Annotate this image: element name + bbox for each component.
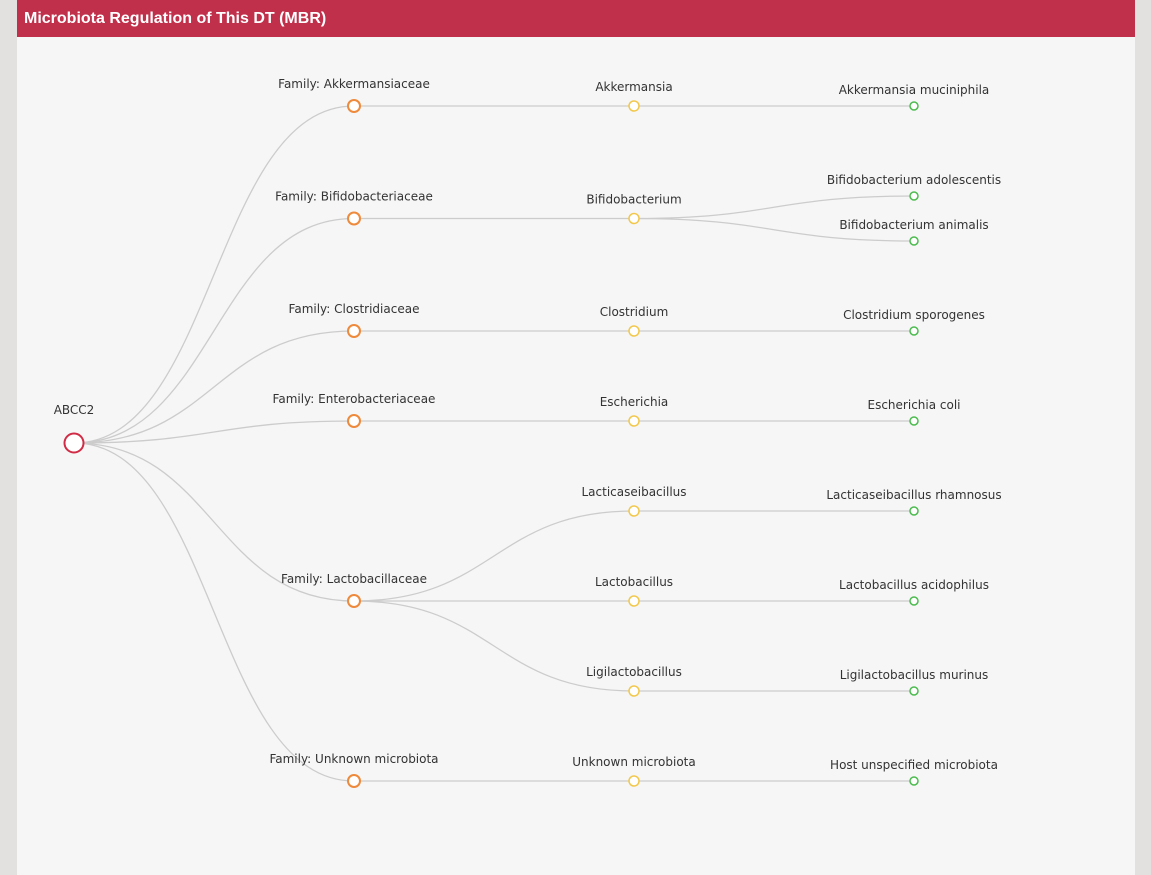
tree-node-root-abcc2[interactable]: ABCC2: [54, 403, 95, 454]
family-node-label: Family: Lactobacillaceae: [281, 572, 427, 586]
genus-node-circle[interactable]: [628, 685, 640, 697]
tree-node-family-family-lactobacillaceae[interactable]: Family: Lactobacillaceae: [281, 572, 427, 608]
family-node-circle[interactable]: [347, 594, 361, 608]
tree-node-genus-bifidobacterium[interactable]: Bifidobacterium: [586, 193, 682, 225]
tree-link: [73, 442, 355, 602]
species-node-label: Escherichia coli: [868, 398, 961, 412]
tree-link: [73, 105, 355, 444]
tree-link: [73, 330, 355, 444]
species-node-circle[interactable]: [909, 686, 919, 696]
species-node-label: Clostridium sporogenes: [843, 308, 985, 322]
tree-node-genus-akkermansia[interactable]: Akkermansia: [595, 80, 673, 112]
genus-node-circle[interactable]: [628, 415, 640, 427]
species-node-circle[interactable]: [909, 191, 919, 201]
family-node-label: Family: Bifidobacteriaceae: [275, 190, 433, 204]
species-node-label: Lacticaseibacillus rhamnosus: [826, 488, 1001, 502]
tree-link: [633, 217, 915, 242]
genus-node-circle[interactable]: [628, 100, 640, 112]
tree-node-species-ligilactobacillus-murinus[interactable]: Ligilactobacillus murinus: [840, 668, 989, 696]
family-node-circle[interactable]: [347, 774, 361, 788]
genus-node-label: Ligilactobacillus: [586, 665, 682, 679]
tree-node-genus-escherichia[interactable]: Escherichia: [600, 395, 669, 427]
root-node-circle[interactable]: [63, 432, 85, 454]
species-node-label: Bifidobacterium adolescentis: [827, 173, 1001, 187]
genus-node-label: Bifidobacterium: [586, 193, 681, 207]
mbr-panel: Microbiota Regulation of This DT (MBR) A…: [17, 0, 1135, 875]
tree-node-species-escherichia-coli[interactable]: Escherichia coli: [868, 398, 961, 426]
family-node-label: Family: Unknown microbiota: [269, 752, 438, 766]
tree-link: [73, 442, 355, 782]
family-node-circle[interactable]: [347, 99, 361, 113]
tree-node-family-family-bifidobacteriaceae[interactable]: Family: Bifidobacteriaceae: [275, 190, 433, 226]
tree-links: [73, 105, 915, 782]
root-node-label: ABCC2: [54, 403, 95, 417]
species-node-label: Ligilactobacillus murinus: [840, 668, 989, 682]
family-node-circle[interactable]: [347, 324, 361, 338]
tree-node-family-family-unknown-microbiota[interactable]: Family: Unknown microbiota: [269, 752, 439, 788]
family-node-circle[interactable]: [347, 414, 361, 428]
genus-node-circle[interactable]: [628, 775, 640, 787]
tree-node-family-family-clostridiaceae[interactable]: Family: Clostridiaceae: [289, 302, 420, 338]
tree-node-species-lactobacillus-acidophilus[interactable]: Lactobacillus acidophilus: [839, 578, 989, 606]
family-node-label: Family: Akkermansiaceae: [278, 77, 430, 91]
tree-link: [633, 195, 915, 220]
tree-link: [353, 600, 635, 692]
tree-link: [73, 217, 355, 444]
tree-link: [73, 420, 355, 444]
tree-node-family-family-akkermansiaceae[interactable]: Family: Akkermansiaceae: [278, 77, 430, 113]
genus-node-label: Akkermansia: [595, 80, 672, 94]
family-node-label: Family: Clostridiaceae: [289, 302, 420, 316]
tree-node-family-family-enterobacteriaceae[interactable]: Family: Enterobacteriaceae: [273, 392, 436, 428]
species-node-label: Bifidobacterium animalis: [839, 218, 988, 232]
species-node-label: Host unspecified microbiota: [830, 758, 998, 772]
tree-node-genus-unknown-microbiota[interactable]: Unknown microbiota: [572, 755, 696, 787]
tree-link: [353, 510, 635, 602]
species-node-circle[interactable]: [909, 596, 919, 606]
genus-node-circle[interactable]: [628, 595, 640, 607]
genus-node-circle[interactable]: [628, 505, 640, 517]
species-node-circle[interactable]: [909, 776, 919, 786]
tree-node-species-lacticaseibacillus-rhamnosus[interactable]: Lacticaseibacillus rhamnosus: [826, 488, 1002, 516]
tree-node-genus-lacticaseibacillus[interactable]: Lacticaseibacillus: [581, 485, 687, 517]
tree-node-genus-ligilactobacillus[interactable]: Ligilactobacillus: [586, 665, 682, 697]
genus-node-label: Lactobacillus: [595, 575, 673, 589]
panel-title: Microbiota Regulation of This DT (MBR): [17, 0, 1135, 37]
genus-node-circle[interactable]: [628, 325, 640, 337]
species-node-circle[interactable]: [909, 326, 919, 336]
genus-node-label: Escherichia: [600, 395, 669, 409]
genus-node-label: Unknown microbiota: [572, 755, 696, 769]
tree-node-species-bifidobacterium-animalis[interactable]: Bifidobacterium animalis: [839, 218, 989, 246]
species-node-label: Akkermansia muciniphila: [839, 83, 990, 97]
species-node-circle[interactable]: [909, 416, 919, 426]
species-node-circle[interactable]: [909, 236, 919, 246]
tree-node-species-akkermansia-muciniphila[interactable]: Akkermansia muciniphila: [839, 83, 990, 111]
tree-node-species-bifidobacterium-adolescentis[interactable]: Bifidobacterium adolescentis: [827, 173, 1001, 201]
family-node-circle[interactable]: [347, 211, 361, 226]
species-node-circle[interactable]: [909, 101, 919, 111]
tree-node-species-clostridium-sporogenes[interactable]: Clostridium sporogenes: [843, 308, 985, 336]
family-node-label: Family: Enterobacteriaceae: [273, 392, 436, 406]
genus-node-label: Lacticaseibacillus: [581, 485, 686, 499]
species-node-circle[interactable]: [909, 506, 919, 516]
tree-node-genus-clostridium[interactable]: Clostridium: [600, 305, 669, 337]
genus-node-label: Clostridium: [600, 305, 669, 319]
microbiota-tree-diagram: ABCC2 Family: Akkermansiaceae Akkermansia A…: [54, 77, 1002, 788]
tree-nodes: ABCC2 Family: Akkermansiaceae Akkermansia A…: [54, 77, 1002, 788]
tree-node-genus-lactobacillus[interactable]: Lactobacillus: [595, 575, 673, 607]
tree-node-species-host-unspecified-microbiota[interactable]: Host unspecified microbiota: [830, 758, 998, 786]
species-node-label: Lactobacillus acidophilus: [839, 578, 989, 592]
genus-node-circle[interactable]: [628, 212, 640, 225]
